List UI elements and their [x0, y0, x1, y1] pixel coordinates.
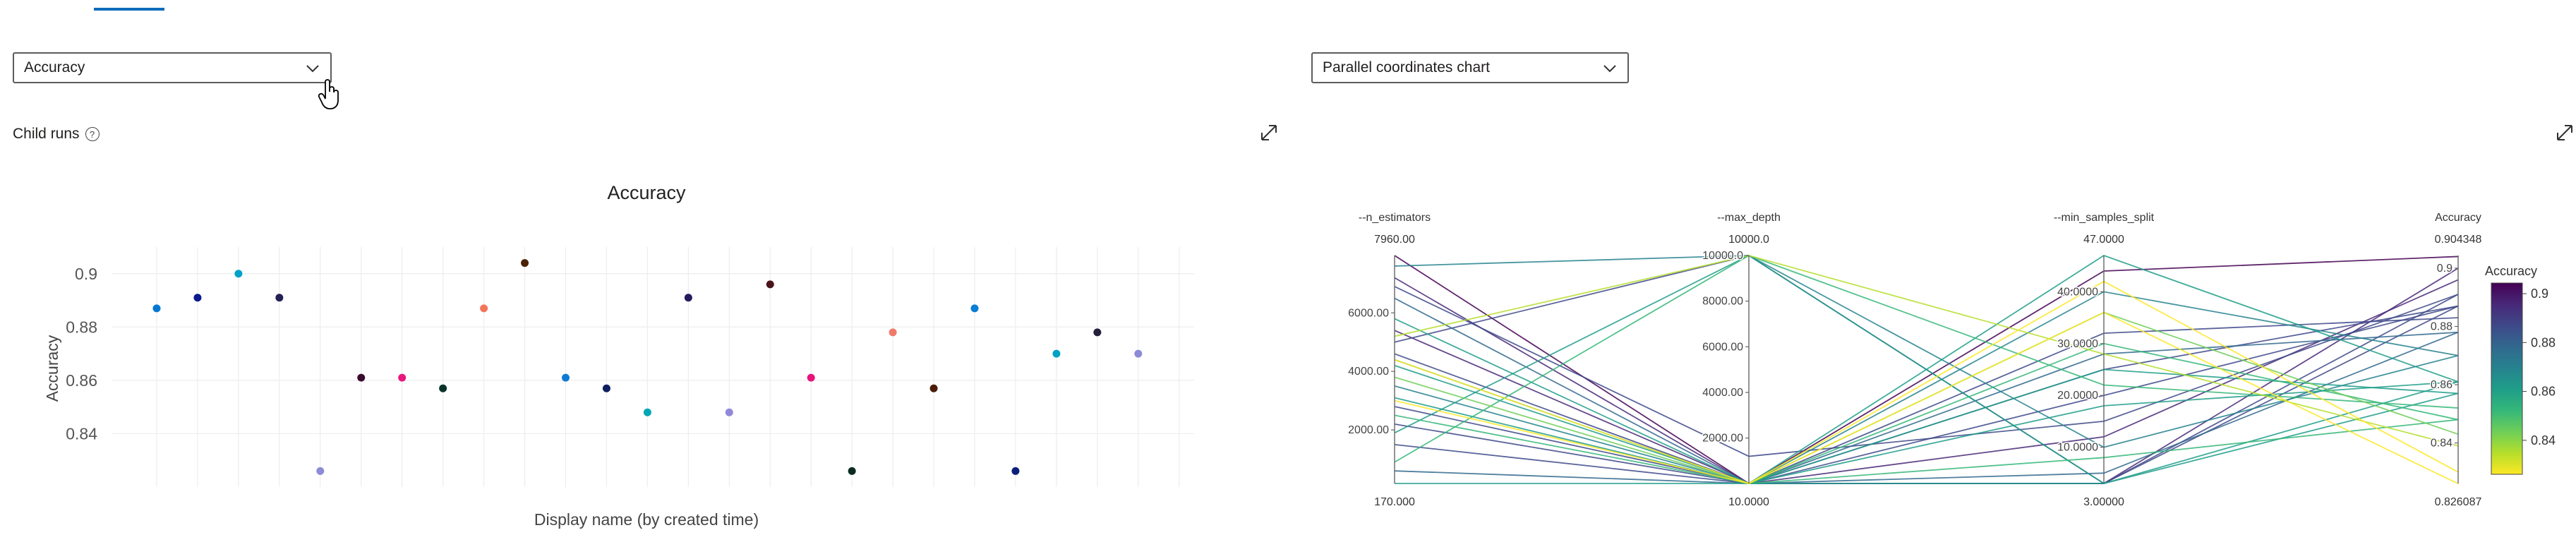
child-runs-label: Child runs ? — [13, 126, 100, 143]
data-point — [929, 384, 938, 392]
axis-tick-label: 10.0000 — [2057, 442, 2098, 454]
data-point — [152, 304, 161, 313]
accuracy-scatter-chart: 0.9 0.88 0.86 0.84 Accuracy Accuracy Display n… — [43, 182, 1194, 529]
data-point — [684, 294, 692, 302]
parallel-line — [1394, 365, 2459, 484]
active-tab-underline — [94, 8, 164, 11]
data-point — [643, 408, 651, 416]
axis-tick-label: 0.86 — [2431, 379, 2452, 391]
axis-bottom-label: 10.0000 — [1728, 496, 1769, 508]
axis-tick-label: 8000.00 — [1702, 296, 1743, 308]
data-point — [480, 304, 488, 313]
parallel-line — [1394, 297, 2459, 484]
axis-tick-label: 0.84 — [2431, 438, 2452, 450]
axis-tick-label: 40.0000 — [2057, 286, 2098, 298]
axis-bottom-label: 170.000 — [1374, 496, 1415, 508]
parallel-line — [1394, 255, 2459, 463]
data-point — [766, 280, 774, 289]
expand-icon[interactable] — [1259, 123, 1279, 143]
data-point — [1052, 349, 1061, 358]
data-point — [193, 294, 202, 302]
chevron-down-icon — [1603, 65, 1616, 73]
axis-tick-label: 10000.0 — [1702, 250, 1743, 262]
axis-tick-label: 30.0000 — [2057, 338, 2098, 350]
axis-top-label: 7960.00 — [1374, 234, 1415, 246]
data-point — [398, 373, 407, 382]
axis-tick-label: 0.9 — [2437, 263, 2452, 275]
y-axis-label: Accuracy — [43, 335, 61, 402]
parallel-line — [1394, 255, 2459, 485]
axis-bottom-label: 0.826087 — [2435, 496, 2482, 508]
data-point — [807, 373, 815, 382]
axis-top-label: 0.904348 — [2435, 234, 2482, 246]
parallel-coordinates-chart: --n_estimators 7960.00 170.000 6000.00 4000.… — [1347, 212, 2556, 508]
parallel-line — [1394, 280, 2459, 484]
axis-name: --min_samples_split — [2054, 212, 2155, 224]
y-tick-label: 0.9 — [75, 265, 97, 283]
data-point — [521, 259, 529, 268]
metric-dropdown[interactable]: Accuracy — [13, 52, 332, 83]
data-point — [1134, 349, 1143, 358]
axis-tick-label: 6000.00 — [1702, 341, 1743, 353]
data-point — [848, 467, 856, 475]
data-point — [725, 408, 733, 416]
data-point — [562, 373, 570, 382]
chart-type-dropdown-value: Parallel coordinates chart — [1323, 59, 1490, 76]
parallel-line — [1394, 414, 2459, 484]
data-point — [439, 384, 447, 392]
child-runs-text: Child runs — [13, 126, 80, 142]
axis-tick-label: 6000.00 — [1348, 307, 1389, 319]
y-tick-label: 0.84 — [66, 424, 97, 443]
data-point — [602, 384, 610, 392]
parallel-line — [1394, 318, 2459, 484]
parallel-line — [1394, 331, 2459, 484]
axis-tick-label: 4000.00 — [1348, 366, 1389, 378]
metric-dropdown-value: Accuracy — [24, 59, 85, 76]
axis-tick-label: 4000.00 — [1702, 387, 1743, 399]
colorbar-tick-label: 0.86 — [2531, 385, 2556, 399]
data-point — [316, 467, 325, 475]
axis-tick-label: 0.88 — [2431, 320, 2452, 332]
data-point — [889, 328, 897, 337]
parallel-line — [1394, 294, 2459, 484]
data-point — [357, 373, 366, 382]
data-point — [970, 304, 979, 313]
parallel-line — [1394, 317, 2459, 484]
expand-icon[interactable] — [2555, 123, 2575, 143]
axis-name: --n_estimators — [1359, 212, 1431, 224]
axis-tick-label: 2000.00 — [1702, 433, 1743, 445]
data-point — [1093, 328, 1102, 337]
parallel-line — [1394, 305, 2459, 484]
parallel-line — [1394, 305, 2459, 484]
parallel-line — [1394, 255, 2459, 447]
axis-bottom-label: 3.00000 — [2083, 496, 2124, 508]
colorbar-tick-label: 0.9 — [2531, 287, 2548, 301]
axis-tick-label: 20.0000 — [2057, 390, 2098, 402]
colorbar-title: Accuracy — [2485, 264, 2537, 278]
hand-cursor-icon — [318, 79, 339, 109]
colorbar-tick-label: 0.84 — [2531, 433, 2556, 447]
colorbar-tick-label: 0.88 — [2531, 335, 2556, 349]
axis-top-label: 47.0000 — [2083, 234, 2124, 246]
help-icon[interactable]: ? — [85, 127, 100, 141]
chart-type-dropdown[interactable]: Parallel coordinates chart — [1311, 52, 1629, 83]
y-tick-label: 0.88 — [66, 318, 97, 336]
parallel-line — [1394, 286, 2459, 457]
data-point — [234, 270, 243, 278]
colorbar — [2491, 282, 2523, 475]
x-axis-label: Display name (by created time) — [534, 510, 759, 529]
data-point — [1011, 467, 1020, 475]
axis-tick-label: 2000.00 — [1348, 424, 1389, 436]
chart-title: Accuracy — [607, 182, 686, 203]
axis-name: --max_depth — [1717, 212, 1781, 224]
chevron-down-icon — [306, 65, 319, 73]
data-point — [275, 294, 284, 302]
parallel-line — [1394, 255, 2459, 448]
axis-top-label: 10000.0 — [1728, 234, 1769, 246]
parallel-line — [1394, 311, 2459, 485]
parallel-line — [1394, 254, 2459, 484]
parallel-line — [1394, 291, 2459, 484]
axis-name: Accuracy — [2435, 212, 2481, 224]
y-tick-label: 0.86 — [66, 371, 97, 390]
